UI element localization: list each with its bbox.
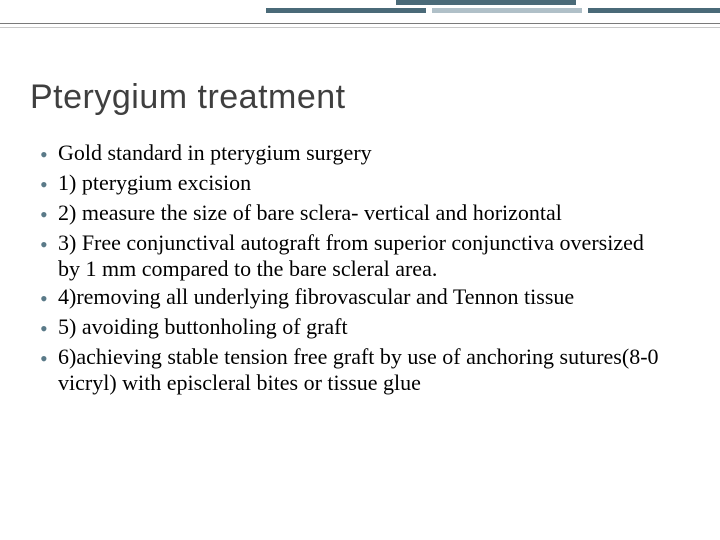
slide-title: Pterygium treatment xyxy=(30,78,346,117)
accent-row-2 xyxy=(0,8,720,13)
bullet-item: •6)achieving stable tension free graft b… xyxy=(40,344,670,396)
bullet-dot-icon: • xyxy=(40,170,58,198)
bullet-dot-icon: • xyxy=(40,284,58,312)
bullet-item: •5) avoiding buttonholing of graft xyxy=(40,314,670,342)
bullet-item: •1) pterygium excision xyxy=(40,170,670,198)
bullet-dot-icon: • xyxy=(40,230,58,258)
accent-segment xyxy=(588,8,720,13)
accent-row-1 xyxy=(0,0,720,5)
accent-segment xyxy=(266,8,426,13)
accent-segment xyxy=(582,0,720,5)
accent-segment xyxy=(0,8,260,13)
bullet-text: 1) pterygium excision xyxy=(58,170,670,196)
bullet-dot-icon: • xyxy=(40,344,58,372)
bullet-item: •Gold standard in pterygium surgery xyxy=(40,140,670,168)
bullet-item: •4)removing all underlying fibrovascular… xyxy=(40,284,670,312)
bullet-text: 2) measure the size of bare sclera- vert… xyxy=(58,200,670,226)
accent-segment xyxy=(396,0,576,5)
top-accent xyxy=(0,0,720,34)
slide: Pterygium treatment •Gold standard in pt… xyxy=(0,0,720,540)
bullet-text: Gold standard in pterygium surgery xyxy=(58,140,670,166)
bullet-dot-icon: • xyxy=(40,314,58,342)
divider-line-2 xyxy=(0,27,720,28)
bullet-text: 4)removing all underlying fibrovascular … xyxy=(58,284,670,310)
bullet-dot-icon: • xyxy=(40,200,58,228)
bullet-item: •3) Free conjunctival autograft from sup… xyxy=(40,230,670,282)
bullet-dot-icon: • xyxy=(40,140,58,168)
accent-segment xyxy=(432,8,582,13)
slide-body: •Gold standard in pterygium surgery•1) p… xyxy=(40,140,670,398)
bullet-text: 6)achieving stable tension free graft by… xyxy=(58,344,670,396)
accent-segment xyxy=(0,0,390,5)
bullet-text: 5) avoiding buttonholing of graft xyxy=(58,314,670,340)
bullet-item: •2) measure the size of bare sclera- ver… xyxy=(40,200,670,228)
bullet-text: 3) Free conjunctival autograft from supe… xyxy=(58,230,670,282)
